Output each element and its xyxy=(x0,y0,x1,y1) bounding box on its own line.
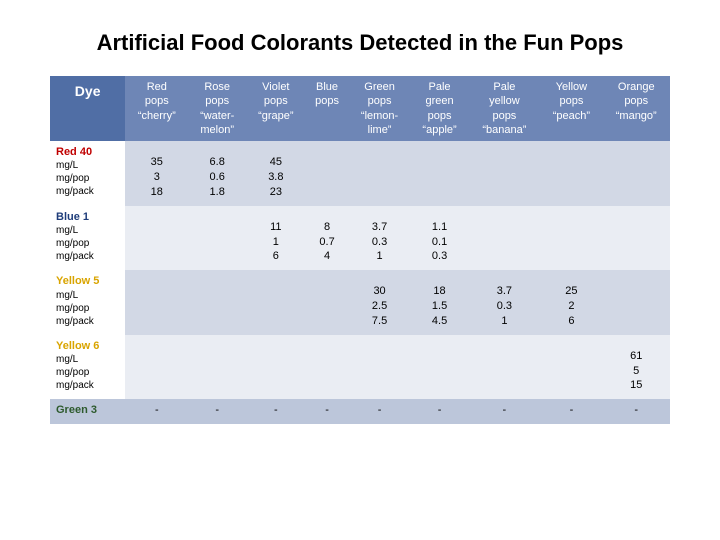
dye-row-label: Blue 1mg/Lmg/popmg/pack xyxy=(50,206,125,271)
data-cell: - xyxy=(306,399,349,424)
dye-row-label: Yellow 5mg/Lmg/popmg/pack xyxy=(50,270,125,335)
data-cell: - xyxy=(188,399,246,424)
data-cell: 453.823 xyxy=(246,141,306,206)
data-cell: - xyxy=(125,399,188,424)
data-cell: 80.74 xyxy=(306,206,349,271)
colorants-table: Dye Redpops“cherry”Rosepops“water-melon”… xyxy=(50,76,670,424)
column-header: Bluepops xyxy=(306,76,349,141)
data-cell xyxy=(188,335,246,400)
data-cell xyxy=(246,270,306,335)
data-cell xyxy=(125,206,188,271)
data-cell xyxy=(188,270,246,335)
dye-row-label: Red 40mg/Lmg/popmg/pack xyxy=(50,141,125,206)
data-cell xyxy=(411,141,469,206)
data-cell: 35318 xyxy=(125,141,188,206)
data-cell: 6.80.61.8 xyxy=(188,141,246,206)
data-cell: 3.70.31 xyxy=(468,270,540,335)
data-cell: 61515 xyxy=(602,335,670,400)
table-row: Red 40mg/Lmg/popmg/pack353186.80.61.8453… xyxy=(50,141,670,206)
data-cell: - xyxy=(540,399,602,424)
data-cell xyxy=(125,335,188,400)
data-cell xyxy=(468,141,540,206)
dye-row-label: Green 3 xyxy=(50,399,125,424)
table-row: Blue 1mg/Lmg/popmg/pack 111680.743.70.311… xyxy=(50,206,670,271)
data-cell: - xyxy=(348,399,410,424)
data-cell: - xyxy=(411,399,469,424)
table-row: Green 3--------- xyxy=(50,399,670,424)
column-header: Paleyellowpops“banana” xyxy=(468,76,540,141)
column-header: Rosepops“water-melon” xyxy=(188,76,246,141)
data-cell: 1116 xyxy=(246,206,306,271)
data-cell xyxy=(348,141,410,206)
data-cell xyxy=(306,141,349,206)
page-title: Artificial Food Colorants Detected in th… xyxy=(50,30,670,56)
data-cell xyxy=(306,335,349,400)
data-cell: - xyxy=(602,399,670,424)
data-cell: 1.10.10.3 xyxy=(411,206,469,271)
table-row: Yellow 5mg/Lmg/popmg/pack 302.57.5181.54.… xyxy=(50,270,670,335)
data-cell: - xyxy=(246,399,306,424)
data-cell xyxy=(602,141,670,206)
data-cell: - xyxy=(468,399,540,424)
data-cell xyxy=(125,270,188,335)
column-header: Orangepops“mango” xyxy=(602,76,670,141)
data-cell xyxy=(306,270,349,335)
column-header: Yellowpops“peach” xyxy=(540,76,602,141)
data-cell xyxy=(540,141,602,206)
data-cell xyxy=(348,335,410,400)
column-header: Redpops“cherry” xyxy=(125,76,188,141)
data-cell xyxy=(602,270,670,335)
data-cell xyxy=(540,206,602,271)
table-row: Yellow 6mg/Lmg/popmg/pack 61515 xyxy=(50,335,670,400)
data-cell xyxy=(188,206,246,271)
data-cell xyxy=(468,335,540,400)
data-cell xyxy=(602,206,670,271)
data-cell xyxy=(468,206,540,271)
data-cell: 302.57.5 xyxy=(348,270,410,335)
dye-row-label: Yellow 6mg/Lmg/popmg/pack xyxy=(50,335,125,400)
data-cell: 3.70.31 xyxy=(348,206,410,271)
dye-column-header: Dye xyxy=(50,76,125,141)
column-header: Palegreenpops“apple” xyxy=(411,76,469,141)
column-header: Violetpops“grape” xyxy=(246,76,306,141)
data-cell xyxy=(246,335,306,400)
data-cell xyxy=(411,335,469,400)
data-cell xyxy=(540,335,602,400)
data-cell: 181.54.5 xyxy=(411,270,469,335)
data-cell: 2526 xyxy=(540,270,602,335)
column-header: Greenpops“lemon-lime” xyxy=(348,76,410,141)
